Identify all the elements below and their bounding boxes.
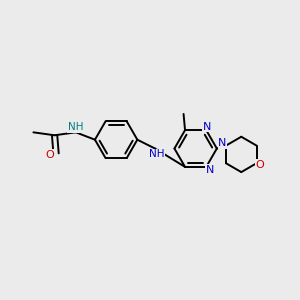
Text: NH: NH bbox=[149, 149, 164, 159]
Text: NH: NH bbox=[68, 122, 83, 132]
Text: N: N bbox=[202, 122, 211, 132]
Text: O: O bbox=[255, 160, 264, 170]
Text: N: N bbox=[218, 138, 226, 148]
Text: O: O bbox=[45, 150, 54, 160]
Text: N: N bbox=[206, 165, 214, 175]
